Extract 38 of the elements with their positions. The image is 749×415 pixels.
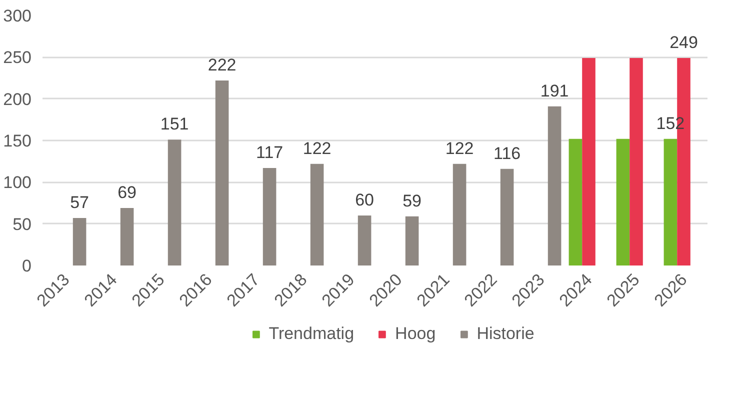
- data-label: 116: [494, 144, 521, 163]
- legend-label: Historie: [476, 324, 534, 344]
- data-label: 60: [355, 190, 374, 210]
- bar: [262, 168, 276, 266]
- data-label: 122: [445, 138, 474, 158]
- legend-label: Trendmatig: [268, 324, 354, 344]
- bar: [405, 216, 419, 266]
- bar: [630, 58, 643, 266]
- bar: [310, 164, 324, 266]
- legend-label: Hoog: [395, 324, 436, 344]
- bar: [168, 140, 182, 266]
- data-label: 122: [302, 138, 332, 158]
- y-tick-label: 200: [3, 90, 32, 109]
- data-label: 222: [208, 56, 236, 74]
- data-label: 69: [118, 183, 137, 202]
- y-tick-label: 250: [3, 48, 32, 68]
- bar: [664, 138, 678, 266]
- bar: [582, 58, 596, 266]
- bar: [500, 168, 514, 266]
- bar: [568, 138, 582, 266]
- bar: [548, 106, 562, 266]
- bar: [120, 208, 134, 266]
- y-tick-label: 0: [22, 256, 32, 276]
- data-label: 57: [70, 193, 90, 212]
- bar: [358, 216, 372, 266]
- bar: [452, 164, 466, 266]
- data-label: 191: [540, 81, 569, 100]
- data-label: 117: [256, 143, 284, 162]
- bar: [215, 80, 229, 266]
- y-tick-label: 300: [3, 6, 32, 26]
- y-tick-label: 150: [3, 132, 32, 150]
- bar: [616, 138, 630, 266]
- data-label: 151: [160, 114, 189, 134]
- data-label: 59: [402, 191, 422, 210]
- y-tick-label: 50: [12, 214, 32, 234]
- bar: [72, 218, 86, 266]
- y-tick-label: 100: [3, 173, 32, 192]
- data-label: 249: [670, 33, 698, 52]
